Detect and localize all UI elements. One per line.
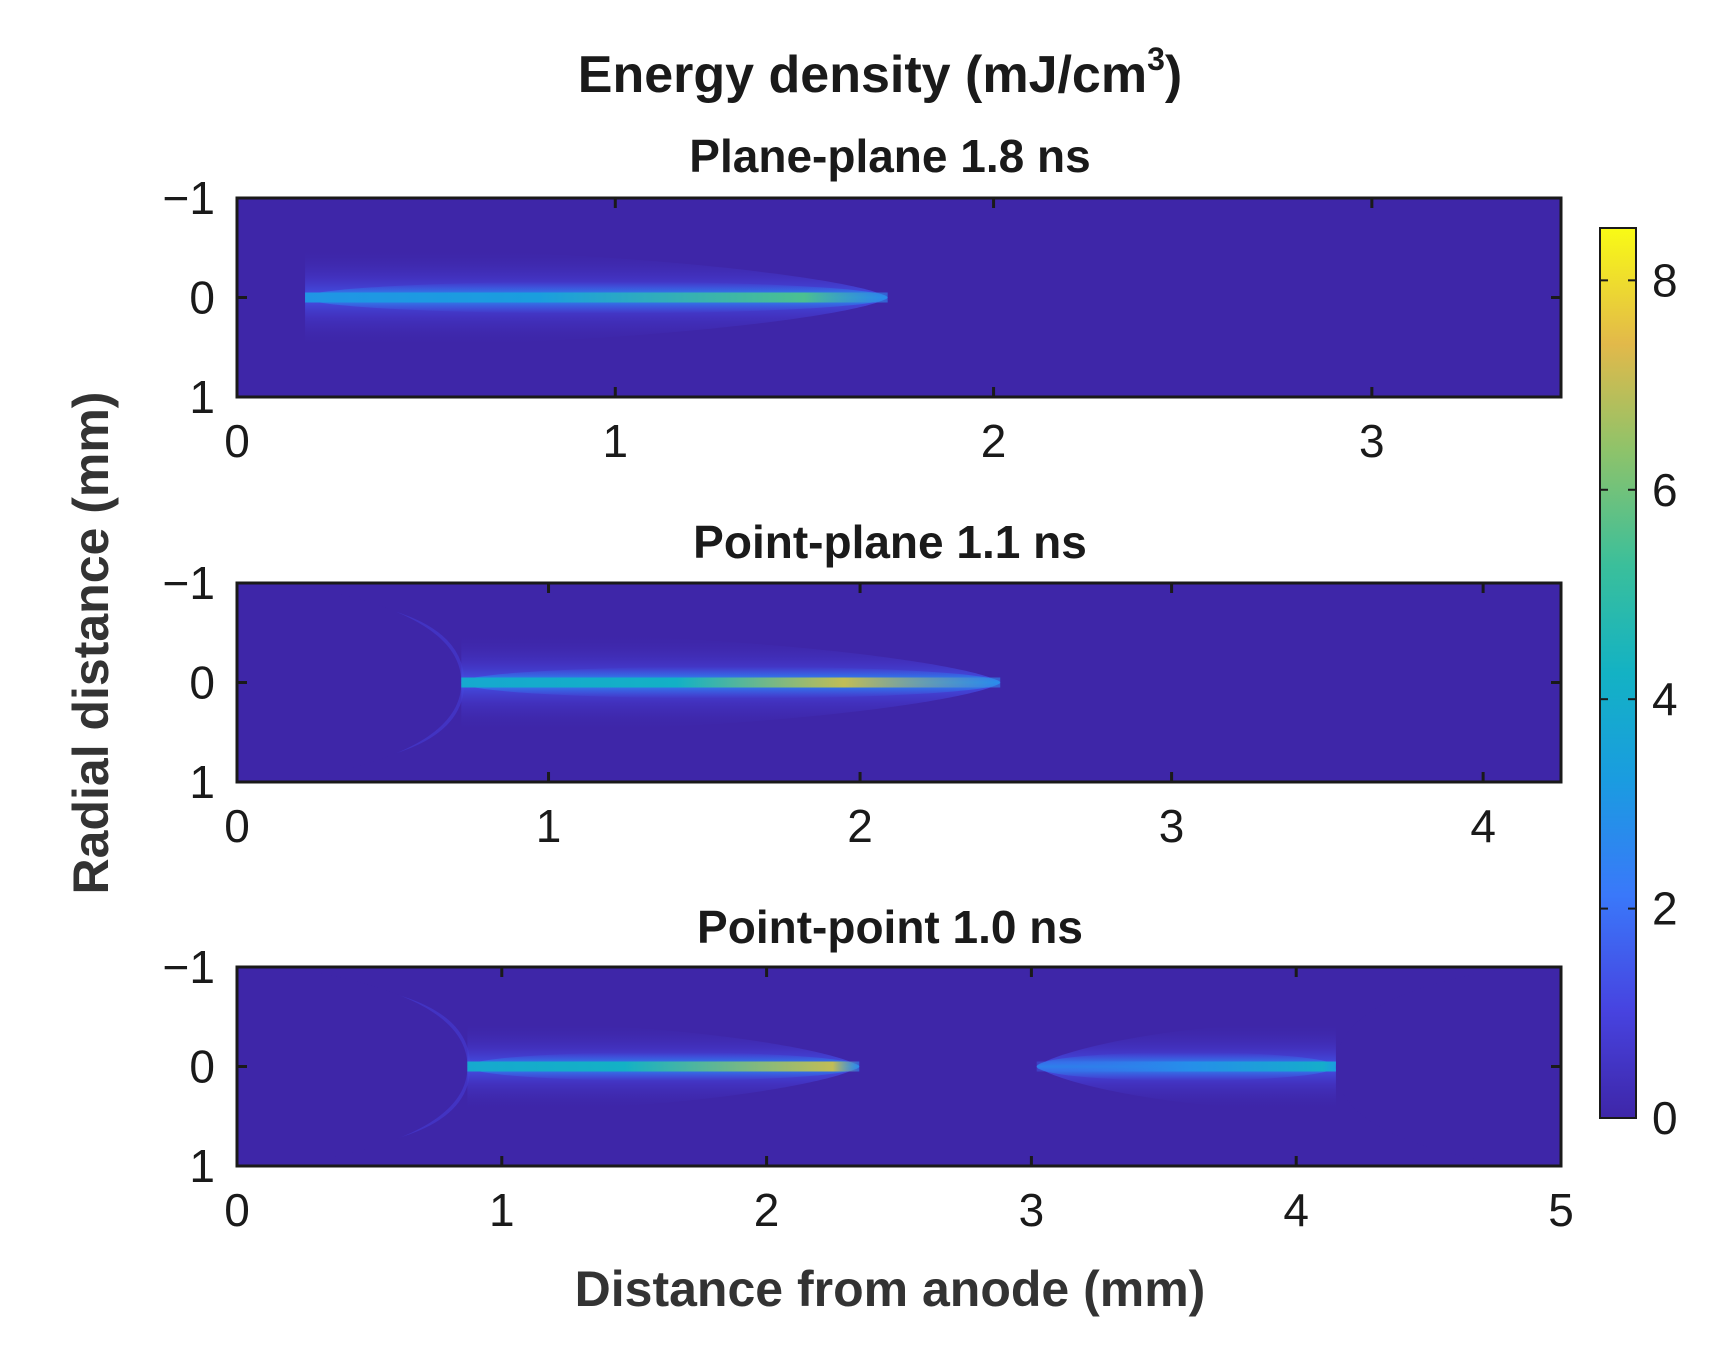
y-tick-label: 1 bbox=[189, 1140, 215, 1192]
electrode-shadow-right bbox=[1335, 967, 1561, 1166]
colorbar: 0 2 4 6 8 bbox=[1599, 227, 1678, 1144]
colorbar-tick-label: 4 bbox=[1652, 673, 1678, 725]
x-tick-label: 4 bbox=[1470, 800, 1496, 852]
colorbar-tick-label: 6 bbox=[1652, 464, 1678, 516]
x-tick-label: 3 bbox=[1019, 1184, 1045, 1236]
x-tick-label: 0 bbox=[224, 1184, 250, 1236]
x-tick-label: 1 bbox=[602, 415, 628, 467]
x-tick-label: 2 bbox=[981, 415, 1007, 467]
chart-title: Energy density (mJ/cm3) bbox=[578, 41, 1182, 104]
colorbar-tick-label: 0 bbox=[1652, 1092, 1678, 1144]
x-tick-label: 4 bbox=[1283, 1184, 1309, 1236]
y-tick-label: 0 bbox=[189, 1041, 215, 1093]
panel-2: Point-plane 1.1 ns0 1 2 3 4−101 bbox=[163, 516, 1563, 852]
y-tick-label: 0 bbox=[189, 657, 215, 709]
panel-title: Plane-plane 1.8 ns bbox=[689, 130, 1090, 182]
y-axis-label: Radial distance (mm) bbox=[63, 392, 119, 895]
x-tick-label: 5 bbox=[1548, 1184, 1574, 1236]
y-tick-label: −1 bbox=[163, 557, 215, 609]
colorbar-gradient bbox=[1599, 227, 1637, 1119]
streamer-axis bbox=[1036, 1061, 1336, 1072]
panel-title: Point-point 1.0 ns bbox=[697, 901, 1083, 953]
colorbar-tick-label: 2 bbox=[1652, 883, 1678, 935]
colorbar-tick-label: 8 bbox=[1652, 254, 1678, 306]
panel-1: Plane-plane 1.8 ns0 1 2 3−101 bbox=[163, 130, 1563, 467]
x-tick-label: 0 bbox=[224, 415, 250, 467]
x-tick-label: 1 bbox=[489, 1184, 515, 1236]
x-tick-label: 0 bbox=[224, 800, 250, 852]
y-tick-label: −1 bbox=[163, 941, 215, 993]
y-tick-label: −1 bbox=[163, 172, 215, 224]
streamer-axis bbox=[305, 292, 888, 303]
streamer-axis bbox=[467, 1061, 860, 1072]
x-tick-label: 3 bbox=[1159, 800, 1185, 852]
electrode-shadow bbox=[237, 967, 468, 1166]
streamer-axis bbox=[461, 677, 1001, 688]
x-tick-label: 2 bbox=[754, 1184, 780, 1236]
x-tick-label: 2 bbox=[847, 800, 873, 852]
y-tick-label: 0 bbox=[189, 272, 215, 324]
panel-3: Point-point 1.0 ns0 1 2 3 4 5−101 bbox=[163, 901, 1574, 1236]
y-tick-label: 1 bbox=[189, 371, 215, 423]
panel-title: Point-plane 1.1 ns bbox=[693, 516, 1087, 568]
x-axis-label: Distance from anode (mm) bbox=[575, 1261, 1206, 1317]
electrode-shadow bbox=[237, 583, 462, 782]
x-tick-label: 3 bbox=[1359, 415, 1385, 467]
x-tick-label: 1 bbox=[536, 800, 562, 852]
y-tick-label: 1 bbox=[189, 756, 215, 808]
